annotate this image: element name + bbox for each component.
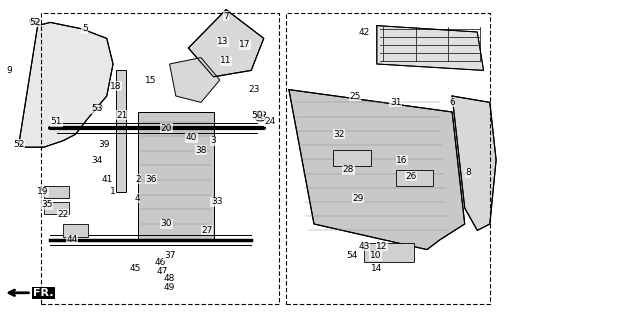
Text: 7: 7 xyxy=(223,12,229,20)
Bar xyxy=(286,13,490,304)
Polygon shape xyxy=(377,26,484,70)
Text: 29: 29 xyxy=(352,194,364,203)
Text: 1: 1 xyxy=(110,188,116,196)
Text: 54: 54 xyxy=(346,252,357,260)
Circle shape xyxy=(92,105,102,110)
Text: 42: 42 xyxy=(359,28,370,36)
Polygon shape xyxy=(63,224,88,237)
Bar xyxy=(41,13,279,304)
Text: 37: 37 xyxy=(164,252,175,260)
Text: 17: 17 xyxy=(239,40,251,49)
Text: 36: 36 xyxy=(145,175,156,184)
Text: 52: 52 xyxy=(29,18,40,27)
Text: 11: 11 xyxy=(220,56,232,65)
Text: 4: 4 xyxy=(134,194,139,203)
Text: 24: 24 xyxy=(264,117,276,126)
Text: 49: 49 xyxy=(164,284,175,292)
Text: 25: 25 xyxy=(349,92,360,100)
Text: FR.: FR. xyxy=(33,288,54,298)
Text: 30: 30 xyxy=(161,220,172,228)
Text: 10: 10 xyxy=(370,252,381,260)
Polygon shape xyxy=(170,58,220,102)
Polygon shape xyxy=(396,170,433,186)
Polygon shape xyxy=(116,70,126,192)
Text: 2: 2 xyxy=(136,175,141,184)
Polygon shape xyxy=(452,96,496,230)
Text: 53: 53 xyxy=(92,104,103,113)
Text: 23: 23 xyxy=(249,85,260,94)
Text: 20: 20 xyxy=(161,124,172,132)
Circle shape xyxy=(256,116,266,121)
Polygon shape xyxy=(44,202,69,214)
Text: 40: 40 xyxy=(186,133,197,142)
Circle shape xyxy=(256,111,266,116)
Text: 48: 48 xyxy=(164,274,175,283)
Text: 45: 45 xyxy=(129,264,141,273)
Text: 18: 18 xyxy=(111,82,122,91)
Text: 32: 32 xyxy=(333,130,345,139)
Text: 39: 39 xyxy=(98,140,109,148)
Text: 43: 43 xyxy=(359,242,370,251)
Text: 51: 51 xyxy=(51,117,62,126)
Text: 47: 47 xyxy=(156,268,168,276)
Text: 38: 38 xyxy=(195,146,207,155)
Text: 3: 3 xyxy=(210,136,217,145)
Text: 8: 8 xyxy=(465,168,471,177)
Polygon shape xyxy=(188,10,264,77)
Text: 46: 46 xyxy=(154,258,166,267)
Text: 28: 28 xyxy=(343,165,354,174)
Polygon shape xyxy=(19,22,113,147)
Polygon shape xyxy=(138,112,214,240)
Text: 44: 44 xyxy=(67,236,78,244)
Text: 50: 50 xyxy=(252,111,263,120)
Text: 27: 27 xyxy=(202,226,213,235)
Text: 12: 12 xyxy=(376,242,387,251)
Circle shape xyxy=(30,18,40,23)
Text: 22: 22 xyxy=(57,210,68,219)
Text: 15: 15 xyxy=(145,76,156,84)
Polygon shape xyxy=(364,243,414,262)
Text: 19: 19 xyxy=(37,188,48,196)
Text: 5: 5 xyxy=(82,24,88,33)
Text: 21: 21 xyxy=(117,111,128,120)
Text: 41: 41 xyxy=(101,175,112,184)
Polygon shape xyxy=(289,90,465,250)
Text: 16: 16 xyxy=(396,156,408,164)
Text: 35: 35 xyxy=(41,200,53,209)
Text: 9: 9 xyxy=(6,66,13,75)
Text: 33: 33 xyxy=(211,197,222,206)
Text: 6: 6 xyxy=(449,98,455,107)
Text: 52: 52 xyxy=(13,140,24,148)
Polygon shape xyxy=(44,186,69,198)
Text: 34: 34 xyxy=(92,156,103,164)
Text: 31: 31 xyxy=(390,98,401,107)
Text: 26: 26 xyxy=(406,172,417,180)
Text: 13: 13 xyxy=(217,37,229,46)
Polygon shape xyxy=(333,150,371,166)
Text: 14: 14 xyxy=(371,264,382,273)
